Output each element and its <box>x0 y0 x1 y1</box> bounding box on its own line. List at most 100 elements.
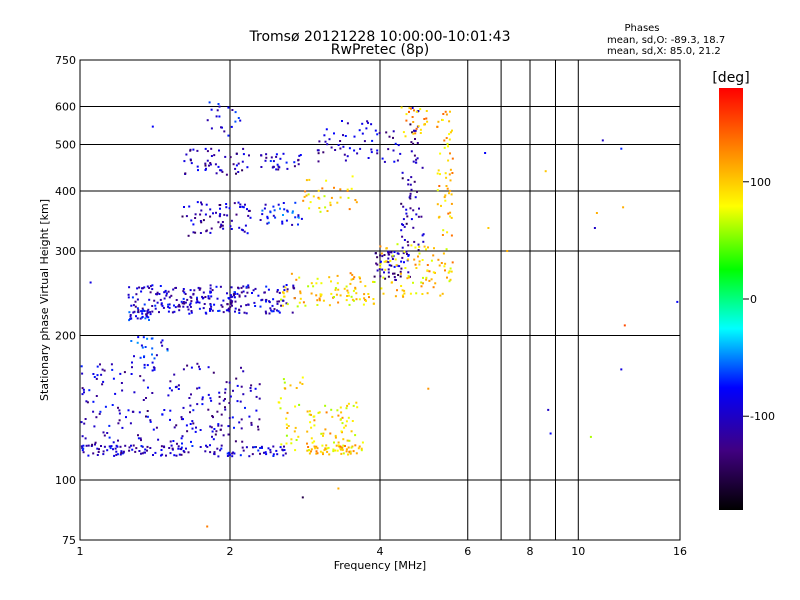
data-point <box>341 446 344 449</box>
data-point <box>249 389 252 392</box>
data-point <box>443 196 446 199</box>
data-point <box>408 110 410 113</box>
data-point <box>331 415 334 418</box>
data-point <box>95 416 98 419</box>
data-point <box>347 416 350 419</box>
data-point <box>278 291 281 294</box>
data-point <box>266 222 269 225</box>
colorbar-tick-label: 100 <box>750 176 771 189</box>
data-point <box>177 384 180 387</box>
data-point <box>282 152 285 155</box>
data-point <box>217 424 220 427</box>
data-point <box>151 347 154 350</box>
data-point <box>259 219 262 221</box>
data-point <box>129 314 132 316</box>
data-point <box>319 450 322 453</box>
data-point <box>379 260 382 263</box>
data-point <box>401 256 404 259</box>
data-point <box>132 444 135 447</box>
data-point <box>438 215 441 218</box>
data-point <box>94 443 96 446</box>
data-point <box>227 451 230 454</box>
data-point <box>346 188 349 191</box>
data-point <box>228 402 231 404</box>
data-point <box>133 310 136 313</box>
data-point <box>328 453 331 456</box>
data-point <box>251 453 254 456</box>
data-point <box>239 454 242 457</box>
data-point <box>420 215 423 218</box>
data-point <box>296 305 299 308</box>
data-point <box>211 430 214 433</box>
data-point <box>233 452 236 455</box>
data-point <box>218 391 221 394</box>
data-point <box>128 311 131 314</box>
data-point <box>448 280 451 283</box>
data-point <box>162 306 165 309</box>
data-point <box>387 268 390 271</box>
colorbar-ticks: 100 0 -100 <box>743 176 775 423</box>
data-point <box>180 418 183 421</box>
data-point <box>276 163 279 166</box>
data-point <box>404 135 407 138</box>
data-point <box>140 452 142 455</box>
data-point <box>160 454 162 457</box>
data-point <box>412 281 414 284</box>
data-point <box>313 424 316 427</box>
data-point <box>324 206 327 209</box>
data-point <box>372 298 375 300</box>
data-point <box>218 395 221 398</box>
data-point <box>91 443 94 446</box>
data-point <box>310 437 313 440</box>
data-point <box>246 232 249 235</box>
data-point <box>282 214 284 216</box>
data-point <box>360 449 363 452</box>
data-point <box>250 423 253 426</box>
data-point <box>118 412 121 415</box>
data-point <box>350 430 353 433</box>
data-point <box>343 426 346 429</box>
data-point <box>451 129 453 132</box>
data-point <box>141 312 144 315</box>
data-point <box>234 300 237 303</box>
data-point <box>318 197 321 200</box>
data-point <box>120 451 123 454</box>
data-point <box>364 285 367 288</box>
data-point <box>233 202 236 205</box>
data-point <box>230 125 233 128</box>
data-point <box>283 381 286 384</box>
data-point <box>442 229 445 232</box>
data-point <box>182 305 185 308</box>
data-point <box>285 302 288 305</box>
data-point <box>153 368 156 371</box>
data-point <box>402 224 405 226</box>
data-point <box>387 261 390 264</box>
data-point <box>264 310 267 313</box>
data-point <box>410 218 413 221</box>
data-point <box>210 227 213 230</box>
data-point <box>209 215 212 218</box>
data-point <box>117 406 119 409</box>
data-point <box>277 310 280 313</box>
data-point <box>238 312 241 314</box>
data-point <box>207 366 210 369</box>
data-point <box>281 448 284 451</box>
data-point <box>283 289 286 292</box>
data-point <box>146 315 149 318</box>
data-point <box>339 294 342 297</box>
data-point <box>221 224 224 227</box>
data-point <box>407 254 410 257</box>
data-point <box>420 285 423 288</box>
data-point <box>237 117 240 119</box>
data-point <box>316 447 319 450</box>
data-point <box>131 448 134 451</box>
data-point <box>127 296 130 299</box>
data-point <box>211 415 214 417</box>
data-point <box>153 357 156 360</box>
data-point <box>149 285 152 288</box>
data-point <box>269 307 272 310</box>
data-point <box>182 301 185 303</box>
data-point <box>246 208 248 211</box>
data-point <box>379 263 382 266</box>
data-point <box>447 145 449 148</box>
